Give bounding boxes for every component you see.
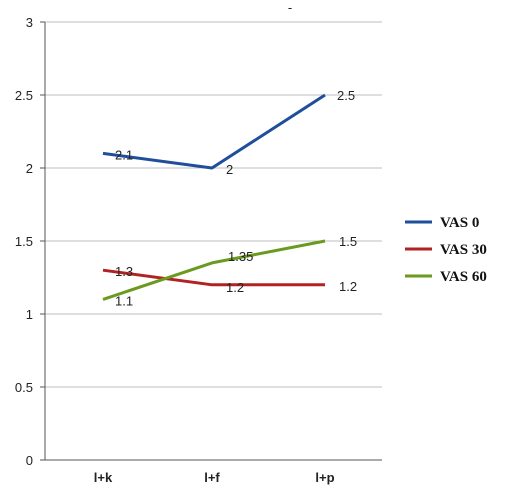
series-line-vas-30: [102, 268, 325, 287]
data-label: 1.1: [115, 293, 133, 308]
y-tick-label: 1.5: [15, 234, 33, 249]
data-label: 2: [226, 162, 233, 177]
data-label: 1.5: [339, 234, 357, 249]
legend-label: VAS 60: [440, 269, 487, 285]
y-tick-label: 1: [26, 307, 33, 322]
data-label: 1.35: [228, 249, 253, 264]
x-tick-label: l+k: [94, 470, 113, 485]
data-label: 2.5: [337, 88, 355, 103]
y-tick-label: 2: [26, 161, 33, 176]
y-tick-labels: 0 0.5 1 1.5 2 2.5 3: [15, 15, 45, 468]
y-tick-label: 0: [26, 453, 33, 468]
x-tick-labels: l+k l+f l+p: [94, 470, 335, 485]
x-tick-label: l+f: [204, 470, 220, 485]
data-label: 1.2: [339, 279, 357, 294]
legend-label: VAS 0: [440, 215, 479, 231]
x-tick-label: l+p: [315, 470, 334, 485]
legend-label: VAS 30: [440, 242, 487, 258]
data-label: 2.1: [115, 147, 133, 162]
legend: VAS 0 VAS 30 VAS 60: [405, 215, 487, 285]
data-label: 1.3: [115, 264, 133, 279]
series-lines: [102, 93, 326, 301]
y-tick-label: 0.5: [15, 380, 33, 395]
data-labels: 2.1 2 2.5 1.3 1.2 1.2 1.1 1.35 1.5: [115, 88, 357, 308]
y-tick-label: 3: [26, 15, 33, 30]
chart-title: -: [288, 0, 292, 15]
data-label: 1.2: [226, 280, 244, 295]
gridlines: [45, 21, 382, 388]
series-line-vas-0: [102, 93, 326, 170]
series-line-vas-60: [102, 239, 326, 301]
y-tick-label: 2.5: [15, 88, 33, 103]
